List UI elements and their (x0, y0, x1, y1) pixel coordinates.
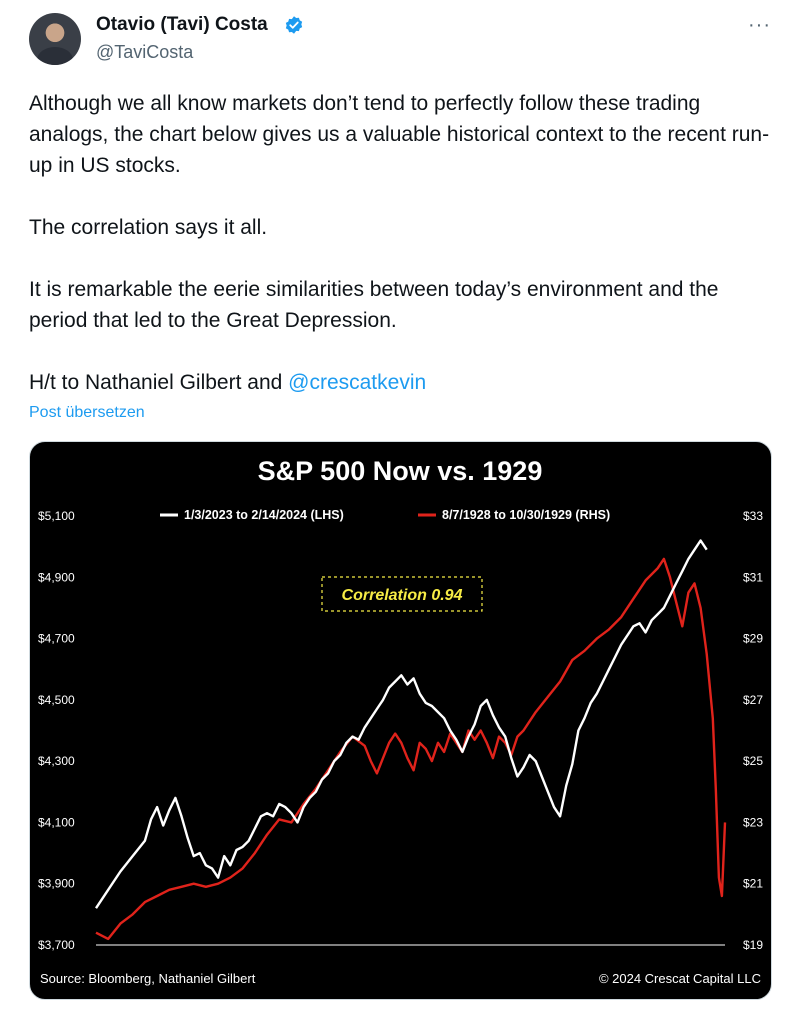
right-axis-tick: $25 (743, 754, 763, 768)
annotation-box (321, 576, 483, 612)
left-axis-tick: $3,900 (38, 877, 75, 891)
series-line (94, 539, 708, 909)
author-handle[interactable]: @TaviCosta (96, 42, 194, 62)
left-axis-tick: $4,900 (38, 570, 75, 584)
avatar[interactable] (29, 13, 81, 65)
left-axis-tick: $4,700 (38, 632, 75, 646)
chart-annotation: Correlation 0.94 (342, 587, 463, 604)
chart-copyright: © 2024 Crescat Capital LLC (599, 971, 761, 986)
right-axis-tick: $21 (743, 877, 763, 891)
chart-source: Source: Bloomberg, Nathaniel Gilbert (40, 971, 256, 986)
right-axis-tick: $23 (743, 815, 763, 829)
post-text: Although we all know markets don’t tend … (29, 88, 774, 429)
chart-image[interactable]: S&P 500 Now vs. 1929 1/3/2023 to 2/14/20… (29, 441, 772, 1000)
legend-label: 1/3/2023 to 2/14/2024 (LHS) (184, 508, 344, 522)
left-axis-tick: $4,100 (38, 815, 75, 829)
post-paragraph-2: The correlation says it all. (29, 216, 268, 239)
right-axis-tick: $31 (743, 570, 763, 584)
mention-link[interactable]: @crescatkevin (288, 371, 427, 394)
right-axis-tick: $19 (743, 938, 763, 952)
left-axis-tick: $4,300 (38, 754, 75, 768)
post-paragraph-1: Although we all know markets don’t tend … (29, 92, 770, 177)
right-axis-tick: $29 (743, 632, 763, 646)
translate-post-link[interactable]: Post übersetzen (29, 404, 145, 421)
author-name[interactable]: Otavio (Tavi) Costa (96, 14, 268, 35)
ht-prefix: H/t to Nathaniel Gilbert and (29, 371, 289, 394)
series-line (95, 557, 727, 941)
left-axis-tick: $3,700 (38, 938, 75, 952)
left-axis-tick: $4,500 (38, 693, 75, 707)
post-paragraph-4: H/t to Nathaniel Gilbert and @crescatkev… (29, 367, 774, 398)
post-paragraph-3: It is remarkable the eerie similarities … (29, 278, 719, 332)
left-axis-tick: $5,100 (38, 509, 75, 523)
right-axis-tick: $27 (743, 693, 763, 707)
verified-badge-icon (285, 16, 303, 34)
right-axis-tick: $33 (743, 509, 763, 523)
chart-title: S&P 500 Now vs. 1929 (258, 456, 543, 486)
legend-label: 8/7/1928 to 10/30/1929 (RHS) (442, 508, 610, 522)
more-icon[interactable]: ··· (748, 14, 771, 36)
chart-svg: S&P 500 Now vs. 1929 1/3/2023 to 2/14/20… (38, 456, 763, 986)
